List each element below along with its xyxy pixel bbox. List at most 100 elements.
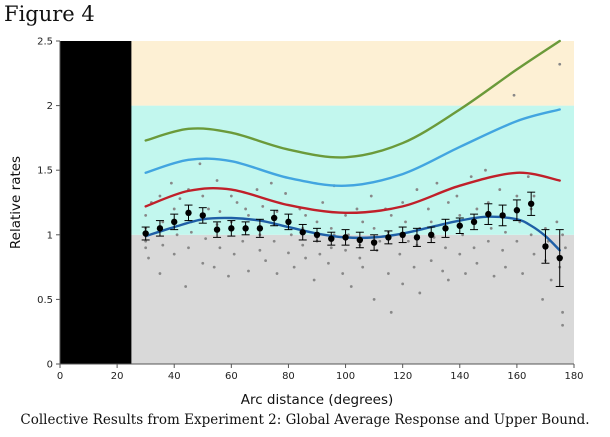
- mean-dot: [256, 225, 264, 232]
- raw-point-7: [158, 272, 162, 275]
- raw-point-61: [315, 220, 319, 224]
- raw-point-36: [244, 207, 248, 211]
- raw-point-9: [161, 243, 165, 247]
- raw-point-120: [484, 168, 487, 172]
- raw-point-124: [492, 274, 496, 278]
- mean-dot: [242, 225, 249, 232]
- raw-point-35: [241, 239, 245, 243]
- raw-point-45: [269, 181, 273, 185]
- relative-rates-chart: 0 20 40 60 80 100 120 140 160 180 0 0.5 1 1.5 2 2.5 Arc…: [8, 37, 584, 409]
- raw-point-112: [458, 214, 462, 217]
- mean-dot: [513, 207, 521, 214]
- raw-point-86: [386, 272, 390, 275]
- raw-point-144: [549, 278, 553, 282]
- raw-point-79: [361, 265, 365, 269]
- raw-point-135: [526, 175, 530, 179]
- raw-point-114: [464, 272, 467, 275]
- raw-point-44: [264, 259, 267, 263]
- raw-point-60: [312, 278, 316, 282]
- raw-point-47: [272, 239, 276, 243]
- mean-dot: [499, 212, 506, 219]
- raw-point-109: [446, 278, 450, 282]
- x-tick-label-80: 80: [282, 371, 295, 382]
- raw-point-118: [475, 207, 479, 211]
- raw-point-49: [275, 272, 279, 275]
- raw-point-140: [541, 298, 544, 301]
- raw-point-41: [258, 248, 262, 252]
- mean-point-18: [398, 226, 407, 244]
- mean-point-20: [427, 226, 436, 244]
- raw-point-75: [355, 207, 359, 211]
- raw-point-107: [444, 246, 447, 250]
- band-2: [60, 41, 574, 106]
- raw-point-126: [501, 248, 505, 252]
- mean-point-15: [355, 231, 364, 249]
- raw-point-129: [504, 265, 507, 269]
- mean-point-0: [141, 226, 150, 241]
- mean-point-5: [213, 221, 222, 238]
- raw-point-128: [504, 230, 507, 234]
- x-axis-title: Arc distance (degrees): [241, 392, 394, 408]
- raw-point-70: [341, 272, 345, 275]
- raw-point-65: [327, 261, 330, 265]
- raw-point-43: [261, 204, 265, 208]
- raw-point-10: [169, 181, 173, 185]
- raw-point-25: [212, 265, 216, 269]
- raw-point-21: [201, 261, 205, 265]
- mean-dot: [370, 239, 378, 246]
- raw-point-138: [532, 252, 536, 256]
- raw-point-54: [292, 265, 296, 269]
- mean-dot: [299, 229, 306, 236]
- mean-point-2: [170, 213, 179, 231]
- raw-point-40: [255, 188, 259, 191]
- mean-point-9: [270, 209, 279, 227]
- x-tick-label-160: 160: [507, 371, 526, 382]
- x-tick-label-140: 140: [450, 371, 469, 382]
- raw-point-150: [561, 323, 564, 327]
- blocked-region: [60, 41, 132, 364]
- mean-dot: [342, 234, 349, 241]
- mean-point-12: [313, 227, 321, 242]
- axes: 0 20 40 60 80 100 120 140 160 180 0 0.5 1 1.5 2 2.5: [37, 37, 583, 383]
- mean-dot: [428, 231, 435, 238]
- raw-point-102: [429, 220, 433, 224]
- x-tick-label-20: 20: [111, 371, 124, 382]
- y-axis-title: Relative rates: [8, 156, 24, 249]
- raw-point-113: [461, 233, 465, 237]
- raw-point-74: [349, 285, 353, 288]
- raw-point-108: [446, 201, 450, 204]
- mean-point-14: [341, 229, 350, 246]
- mean-point-3: [184, 204, 193, 222]
- x-tick-label-120: 120: [393, 371, 412, 382]
- raw-point-148: [561, 310, 564, 314]
- raw-point-91: [401, 201, 405, 204]
- raw-point-56: [301, 243, 305, 247]
- raw-point-130: [512, 93, 516, 97]
- raw-point-125: [498, 188, 502, 191]
- mean-point-17: [384, 230, 393, 245]
- raw-point-80: [369, 194, 373, 198]
- raw-point-14: [178, 197, 182, 201]
- mean-dot: [542, 243, 549, 250]
- mean-dot: [199, 212, 206, 219]
- raw-point-123: [489, 226, 493, 230]
- raw-point-15: [184, 285, 188, 288]
- y-tick-label-2.5: 2.5: [37, 37, 53, 48]
- raw-point-4: [147, 256, 150, 260]
- raw-point-2: [144, 239, 148, 243]
- raw-point-110: [455, 194, 459, 198]
- raw-point-134: [521, 272, 524, 275]
- mean-points: [141, 191, 564, 287]
- mean-point-27: [527, 191, 536, 216]
- raw-point-88: [389, 310, 393, 314]
- raw-point-99: [418, 291, 422, 295]
- raw-point-136: [529, 233, 533, 237]
- raw-point-34: [235, 201, 239, 204]
- mean-dot: [270, 214, 278, 222]
- raw-point-78: [361, 220, 365, 224]
- raw-point-64: [321, 201, 325, 204]
- raw-point-48: [275, 210, 279, 213]
- mean-dot: [527, 200, 535, 207]
- fit-curve-1: [144, 108, 561, 187]
- raw-point-51: [287, 251, 290, 255]
